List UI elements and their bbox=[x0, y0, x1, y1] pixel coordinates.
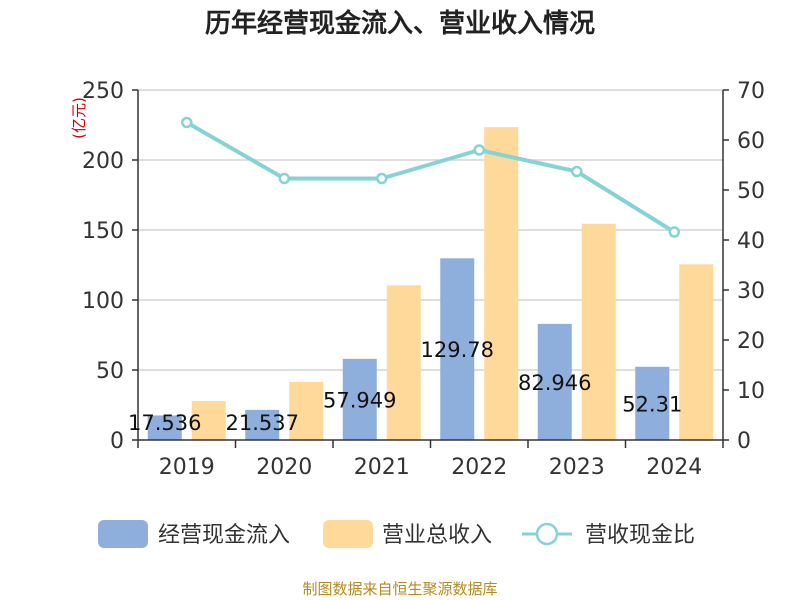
y-tick-label-right: 50 bbox=[737, 179, 765, 204]
ratio-point bbox=[668, 226, 680, 238]
legend-label: 营业总收入 bbox=[382, 523, 492, 548]
data-label: 52.31 bbox=[622, 392, 682, 416]
y-tick-label-left: 150 bbox=[82, 219, 124, 244]
bars bbox=[147, 127, 714, 440]
data-label: 17.536 bbox=[128, 411, 201, 435]
y-tick-label-left: 50 bbox=[96, 359, 124, 384]
ratio-point bbox=[376, 172, 388, 185]
data-label: 57.949 bbox=[323, 388, 396, 412]
y-axis-label-right: % bbox=[796, 85, 800, 99]
x-tick-label: 2023 bbox=[549, 455, 605, 480]
y-tick-label-left: 100 bbox=[82, 289, 124, 314]
y-tick-label-left: 0 bbox=[110, 429, 124, 454]
ratio-line bbox=[181, 116, 680, 238]
x-tick-label: 2021 bbox=[354, 455, 410, 480]
source-note: 制图数据来自恒生聚源数据库 bbox=[302, 580, 497, 598]
bar-revenue bbox=[679, 264, 714, 440]
ratio-point bbox=[473, 144, 485, 156]
x-tick-label: 2020 bbox=[256, 455, 312, 480]
ratio-line-path bbox=[185, 120, 676, 234]
bar-cash-inflow bbox=[537, 323, 572, 440]
legend-swatch bbox=[98, 520, 148, 548]
bar-cash-inflow bbox=[147, 415, 182, 440]
x-tick-label: 2024 bbox=[646, 455, 702, 480]
y-tick-label-left: 250 bbox=[82, 79, 124, 104]
bar-revenue bbox=[484, 127, 519, 440]
data-labels: 17.536 21.537 57.949 129.78 82.946 52.31 bbox=[128, 338, 682, 435]
bar-cash-inflow bbox=[440, 258, 475, 440]
legend-label: 营收现金比 bbox=[585, 523, 695, 548]
bar-cash-inflow bbox=[245, 409, 280, 440]
bar-cash-inflow bbox=[635, 366, 670, 440]
grid bbox=[138, 89, 723, 371]
ratio-point bbox=[571, 165, 583, 178]
legend-label: 经营现金流入 bbox=[158, 523, 290, 548]
x-tick-label: 2019 bbox=[159, 455, 215, 480]
bar-revenue bbox=[289, 381, 324, 440]
bar-revenue bbox=[191, 401, 226, 440]
ratio-point bbox=[278, 172, 290, 185]
y-tick-label-right: 10 bbox=[737, 379, 765, 404]
y-tick-label-right: 40 bbox=[737, 229, 765, 254]
legend: 经营现金流入 营业总收入 营收现金比 bbox=[98, 520, 695, 548]
y-axis-label-left: (亿元) bbox=[70, 97, 88, 139]
x-tick-label: 2022 bbox=[451, 455, 507, 480]
y-tick-label-left: 200 bbox=[82, 149, 124, 174]
legend-swatch-marker bbox=[535, 522, 559, 546]
axes: 0 50 100 150 200 250 0 10 20 30 40 50 60 70 2019 2020 20… bbox=[82, 79, 765, 480]
y-tick-label-right: 0 bbox=[737, 429, 751, 454]
y-tick-label-right: 70 bbox=[737, 79, 765, 104]
data-label: 21.537 bbox=[226, 411, 299, 435]
chart-title: 历年经营现金流入、营业收入情况 bbox=[205, 8, 595, 39]
data-label: 129.78 bbox=[421, 338, 494, 362]
y-tick-label-right: 20 bbox=[737, 329, 765, 354]
bar-cash-inflow bbox=[342, 358, 377, 440]
ratio-point bbox=[181, 116, 193, 129]
data-label: 82.946 bbox=[518, 371, 591, 395]
bar-revenue bbox=[581, 223, 616, 440]
y-tick-label-right: 60 bbox=[737, 129, 765, 154]
y-tick-label-right: 30 bbox=[737, 279, 765, 304]
legend-swatch bbox=[323, 520, 373, 548]
bar-revenue bbox=[386, 285, 421, 440]
